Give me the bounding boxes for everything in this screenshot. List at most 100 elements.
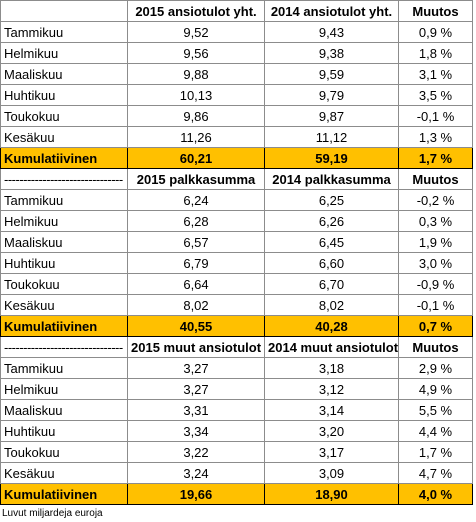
month-cell: Maaliskuu: [0, 231, 128, 253]
value-cell: 5,5 %: [398, 399, 473, 421]
data-row: Helmikuu 3,27 3,12 4,9 %: [0, 378, 473, 400]
separator: -------------------------------: [0, 168, 128, 190]
month-cell: Toukokuu: [0, 273, 128, 295]
data-row: Maaliskuu 6,57 6,45 1,9 %: [0, 231, 473, 253]
separator: -------------------------------: [0, 336, 128, 358]
month-cell: Maaliskuu: [0, 63, 128, 85]
data-row: Helmikuu 9,56 9,38 1,8 %: [0, 42, 473, 64]
value-cell: 10,13: [127, 84, 265, 106]
value-cell: 3,27: [127, 378, 265, 400]
month-cell: Tammikuu: [0, 21, 128, 43]
month-cell: Kesäkuu: [0, 294, 128, 316]
total-value: 4,0 %: [398, 483, 473, 505]
data-row: Maaliskuu 9,88 9,59 3,1 %: [0, 63, 473, 85]
data-row: Helmikuu 6,28 6,26 0,3 %: [0, 210, 473, 232]
value-cell: 2,9 %: [398, 357, 473, 379]
header-cell: Muutos: [398, 168, 473, 190]
value-cell: 9,86: [127, 105, 265, 127]
value-cell: 9,43: [264, 21, 399, 43]
value-cell: 3,12: [264, 378, 399, 400]
value-cell: 6,26: [264, 210, 399, 232]
value-cell: 3,14: [264, 399, 399, 421]
value-cell: 3,5 %: [398, 84, 473, 106]
value-cell: 1,7 %: [398, 441, 473, 463]
total-value: 1,7 %: [398, 147, 473, 169]
value-cell: 1,9 %: [398, 231, 473, 253]
value-cell: 3,20: [264, 420, 399, 442]
total-value: 60,21: [127, 147, 265, 169]
value-cell: 0,9 %: [398, 21, 473, 43]
month-cell: Huhtikuu: [0, 252, 128, 274]
footnote: Luvut miljardeja euroja: [2, 508, 103, 519]
data-row: Kesäkuu 11,26 11,12 1,3 %: [0, 126, 473, 148]
header-cell: 2015 palkkasumma: [127, 168, 265, 190]
month-cell: Helmikuu: [0, 42, 128, 64]
value-cell: 9,59: [264, 63, 399, 85]
data-row: Tammikuu 9,52 9,43 0,9 %: [0, 21, 473, 43]
header-row: ------------------------------- 2015 muut…: [0, 336, 473, 358]
month-cell: Huhtikuu: [0, 84, 128, 106]
value-cell: 9,87: [264, 105, 399, 127]
value-cell: 6,60: [264, 252, 399, 274]
value-cell: 3,1 %: [398, 63, 473, 85]
total-value: 0,7 %: [398, 315, 473, 337]
value-cell: 3,0 %: [398, 252, 473, 274]
value-cell: 6,28: [127, 210, 265, 232]
data-row: Kesäkuu 8,02 8,02 -0,1 %: [0, 294, 473, 316]
value-cell: 9,56: [127, 42, 265, 64]
value-cell: 6,64: [127, 273, 265, 295]
data-row: Tammikuu 3,27 3,18 2,9 %: [0, 357, 473, 379]
total-value: 19,66: [127, 483, 265, 505]
value-cell: 6,45: [264, 231, 399, 253]
month-cell: Toukokuu: [0, 441, 128, 463]
value-cell: 1,8 %: [398, 42, 473, 64]
data-row: Toukokuu 3,22 3,17 1,7 %: [0, 441, 473, 463]
header-cell: Muutos: [398, 336, 473, 358]
data-row: Toukokuu 9,86 9,87 -0,1 %: [0, 105, 473, 127]
header-cell: 2015 ansiotulot yht.: [127, 0, 265, 22]
header-cell: 2014 ansiotulot yht.: [264, 0, 399, 22]
value-cell: 6,24: [127, 189, 265, 211]
value-cell: 9,79: [264, 84, 399, 106]
data-row: Huhtikuu 3,34 3,20 4,4 %: [0, 420, 473, 442]
header-cell: 2014 muut ansiotulot: [264, 336, 399, 358]
month-cell: Helmikuu: [0, 210, 128, 232]
header-cell: [0, 0, 128, 22]
value-cell: 3,27: [127, 357, 265, 379]
value-cell: 9,52: [127, 21, 265, 43]
data-row: Kesäkuu 3,24 3,09 4,7 %: [0, 462, 473, 484]
data-row: Tammikuu 6,24 6,25 -0,2 %: [0, 189, 473, 211]
total-label: Kumulatiivinen: [0, 483, 128, 505]
value-cell: 4,4 %: [398, 420, 473, 442]
month-cell: Kesäkuu: [0, 462, 128, 484]
month-cell: Tammikuu: [0, 357, 128, 379]
data-row: Toukokuu 6,64 6,70 -0,9 %: [0, 273, 473, 295]
table-body: 2015 ansiotulot yht. 2014 ansiotulot yht.…: [0, 0, 473, 505]
value-cell: -0,1 %: [398, 294, 473, 316]
value-cell: 4,7 %: [398, 462, 473, 484]
header-row: 2015 ansiotulot yht. 2014 ansiotulot yht.…: [0, 0, 473, 22]
month-cell: Huhtikuu: [0, 420, 128, 442]
header-cell: 2015 muut ansiotulot: [127, 336, 265, 358]
data-table: 2015 ansiotulot yht. 2014 ansiotulot yht.…: [0, 0, 473, 505]
value-cell: 3,17: [264, 441, 399, 463]
value-cell: 3,09: [264, 462, 399, 484]
total-label: Kumulatiivinen: [0, 315, 128, 337]
month-cell: Kesäkuu: [0, 126, 128, 148]
value-cell: 6,57: [127, 231, 265, 253]
total-row: Kumulatiivinen 19,66 18,90 4,0 %: [0, 483, 473, 505]
value-cell: 11,12: [264, 126, 399, 148]
value-cell: 0,3 %: [398, 210, 473, 232]
total-value: 40,28: [264, 315, 399, 337]
value-cell: -0,9 %: [398, 273, 473, 295]
value-cell: 9,38: [264, 42, 399, 64]
value-cell: -0,1 %: [398, 105, 473, 127]
value-cell: 4,9 %: [398, 378, 473, 400]
value-cell: 3,24: [127, 462, 265, 484]
value-cell: 3,18: [264, 357, 399, 379]
value-cell: 8,02: [127, 294, 265, 316]
month-cell: Toukokuu: [0, 105, 128, 127]
value-cell: 11,26: [127, 126, 265, 148]
total-value: 40,55: [127, 315, 265, 337]
